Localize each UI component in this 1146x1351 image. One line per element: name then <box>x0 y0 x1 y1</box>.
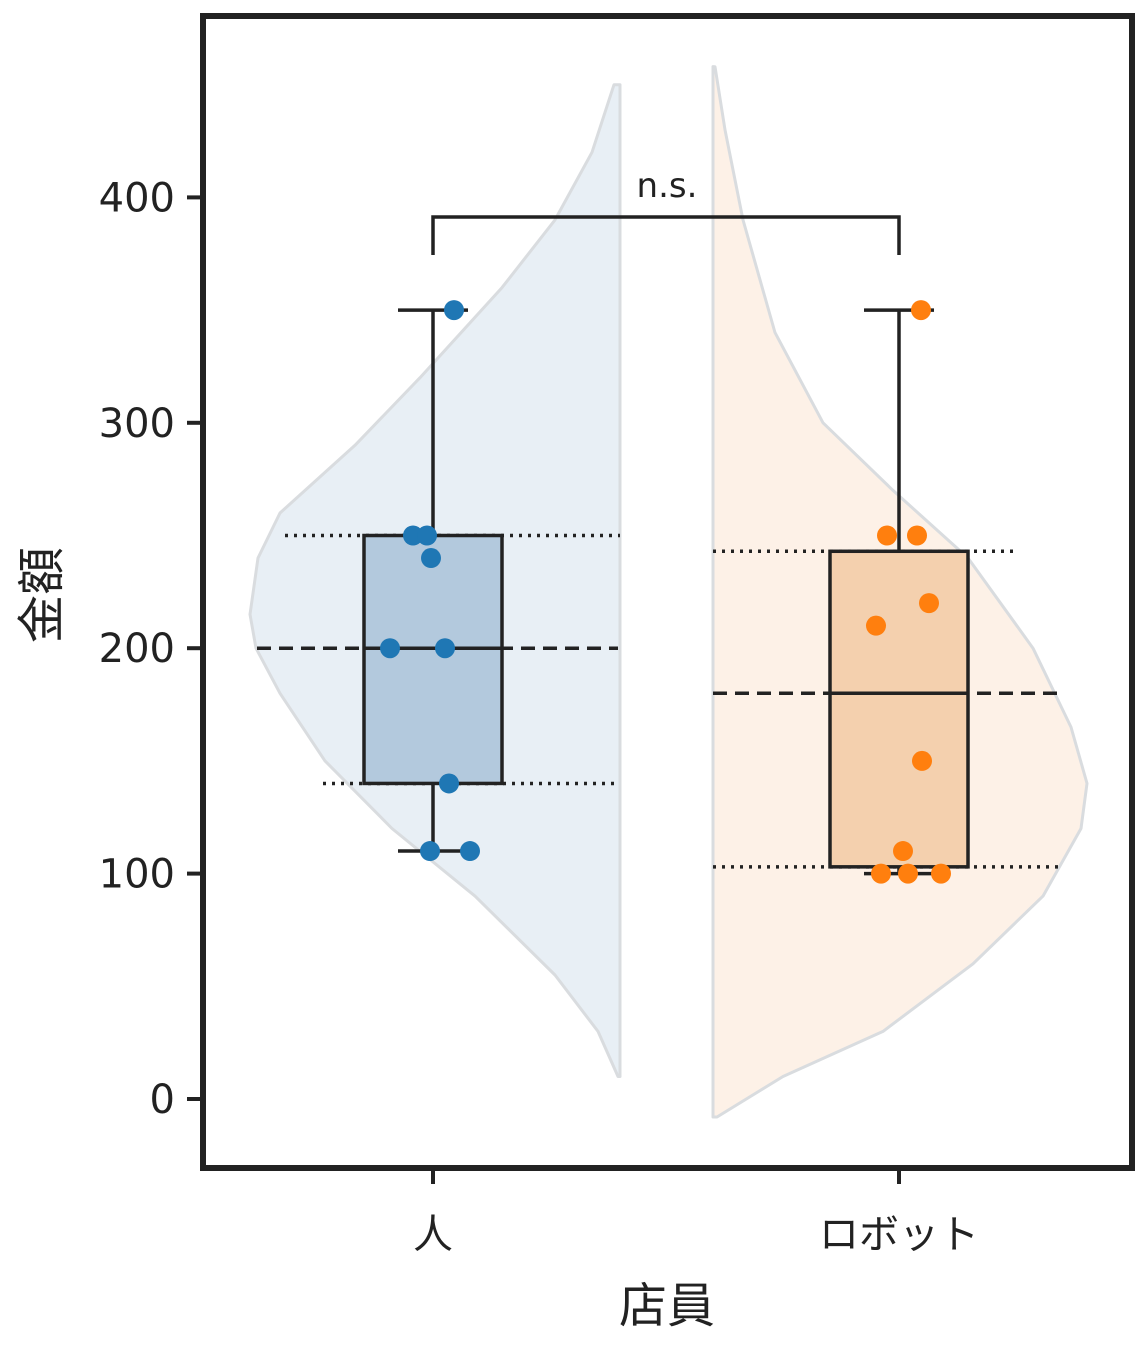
data-point <box>911 300 931 321</box>
box-human <box>362 533 504 786</box>
x-tick-label: 人 <box>413 1212 453 1258</box>
data-point <box>877 525 897 546</box>
data-point <box>435 638 455 659</box>
y-tick-label: 0 <box>150 1077 175 1123</box>
data-point <box>907 525 927 546</box>
data-point <box>421 548 441 569</box>
significance-label: n.s. <box>637 166 698 206</box>
data-point <box>898 863 918 884</box>
y-axis: 0 100 200 300 400 <box>99 175 203 1123</box>
data-point <box>417 525 437 546</box>
x-axis: 人 ロボット <box>413 1168 979 1258</box>
y-tick-label: 200 <box>99 626 175 672</box>
y-tick-label: 400 <box>99 175 175 221</box>
data-point <box>912 750 932 771</box>
data-point <box>866 615 886 636</box>
data-point <box>403 525 423 546</box>
plot-frame <box>200 13 1135 1171</box>
data-point <box>439 773 459 794</box>
x-tick-label: ロボット <box>819 1212 979 1258</box>
y-tick-label: 300 <box>99 401 175 447</box>
data-point <box>420 841 440 862</box>
significance-bracket <box>431 215 901 255</box>
data-point <box>444 300 464 321</box>
y-tick-label: 100 <box>99 852 175 898</box>
data-point <box>871 863 891 884</box>
data-point <box>931 863 951 884</box>
points-layer <box>380 300 951 884</box>
x-axis-title: 店員 <box>619 1278 715 1334</box>
data-point <box>380 638 400 659</box>
data-point <box>460 841 480 862</box>
box-robot <box>828 549 970 869</box>
data-point <box>893 841 913 862</box>
y-axis-title: 金額 <box>14 547 70 643</box>
significance-annotation: n.s. <box>431 166 901 255</box>
data-point <box>919 593 939 614</box>
